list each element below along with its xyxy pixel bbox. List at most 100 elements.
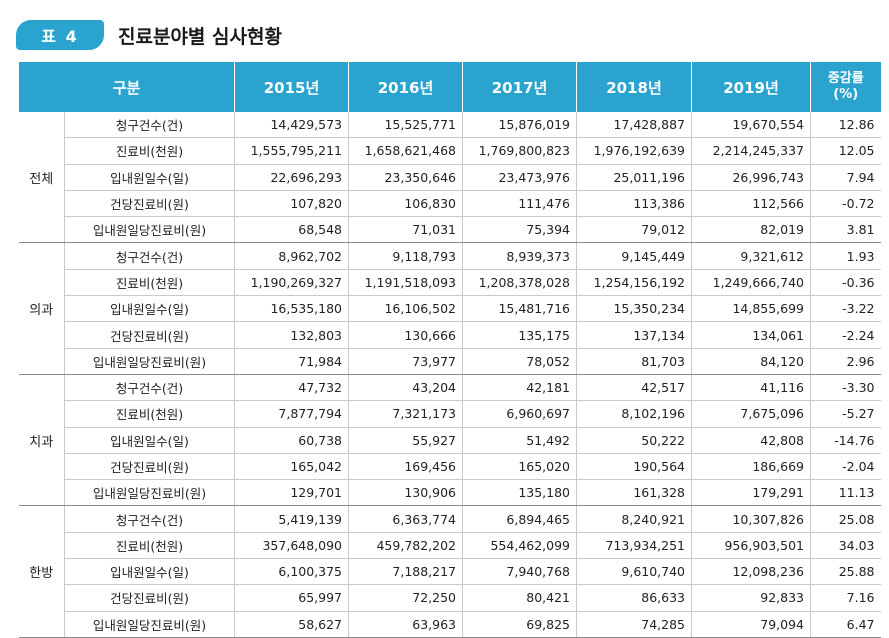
year-value-cell: 8,939,373 bbox=[462, 242, 577, 270]
row-label: 진료비(천원) bbox=[63, 137, 235, 165]
year-value-cell: 17,428,887 bbox=[576, 112, 692, 139]
change-rate-cell: -0.36 bbox=[810, 269, 881, 297]
table-row: 입내원일당진료비(원) 71,984 73,977 78,052 81,703 84,12… bbox=[19, 348, 881, 375]
row-label: 청구건수(건) bbox=[63, 112, 235, 139]
year-value-cell: 2,214,245,337 bbox=[691, 137, 811, 165]
table-title-text: 진료분야별 심사현황 bbox=[118, 25, 282, 48]
year-value-cell: 9,610,740 bbox=[576, 558, 692, 586]
row-label: 입내원일수(일) bbox=[63, 295, 235, 323]
year-value-cell: 7,321,173 bbox=[348, 400, 463, 428]
year-value-cell: 58,627 bbox=[234, 611, 349, 638]
row-label: 진료비(천원) bbox=[63, 269, 235, 297]
year-value-cell: 137,134 bbox=[576, 321, 692, 349]
year-value-cell: 179,291 bbox=[691, 479, 811, 507]
year-value-cell: 23,473,976 bbox=[462, 164, 577, 191]
year-value-cell: 71,984 bbox=[234, 348, 349, 375]
year-value-cell: 42,517 bbox=[576, 374, 692, 402]
year-value-cell: 10,307,826 bbox=[691, 505, 811, 533]
year-value-cell: 165,020 bbox=[462, 453, 577, 481]
review-status-table: 구분 2015년 2016년 2017년 2018년 2019년 증감률 (%) … bbox=[17, 62, 881, 638]
header-change-rate-label: 증감률 bbox=[827, 71, 864, 86]
year-value-cell: 84,120 bbox=[691, 348, 811, 375]
year-value-cell: 47,732 bbox=[234, 374, 349, 402]
row-label: 건당진료비(원) bbox=[63, 190, 235, 218]
change-rate-cell: 34.03 bbox=[810, 532, 881, 560]
year-value-cell: 6,363,774 bbox=[348, 505, 463, 533]
row-label: 입내원일당진료비(원) bbox=[63, 348, 235, 375]
year-value-cell: 1,249,666,740 bbox=[691, 269, 811, 297]
year-value-cell: 135,175 bbox=[462, 321, 577, 349]
year-value-cell: 107,820 bbox=[234, 190, 349, 218]
table-row: 입내원일수(일) 16,535,180 16,106,502 15,481,716 15… bbox=[19, 295, 881, 323]
row-label: 입내원일수(일) bbox=[63, 558, 235, 586]
year-value-cell: 42,808 bbox=[691, 427, 811, 454]
table-row: 치과 청구건수(건) 47,732 43,204 42,181 42,517 41,116-… bbox=[18, 374, 881, 507]
year-value-cell: 80,421 bbox=[462, 584, 577, 612]
year-value-cell: 15,350,234 bbox=[576, 295, 692, 323]
row-label: 진료비(천원) bbox=[63, 400, 235, 428]
header-change-rate: 증감률 (%) bbox=[810, 62, 881, 112]
change-rate-cell: -14.76 bbox=[810, 427, 881, 454]
year-value-cell: 15,876,019 bbox=[462, 112, 577, 139]
year-value-cell: 186,669 bbox=[691, 453, 811, 481]
year-value-cell: 1,555,795,211 bbox=[234, 137, 349, 165]
group-name: 전체 bbox=[18, 112, 65, 244]
year-value-cell: 132,803 bbox=[234, 321, 349, 349]
year-value-cell: 73,977 bbox=[348, 348, 463, 375]
row-label: 진료비(천원) bbox=[63, 532, 235, 560]
change-rate-cell: 6.47 bbox=[810, 611, 881, 638]
table-row: 한방 청구건수(건) 5,419,139 6,363,774 6,894,465 8,24… bbox=[18, 505, 881, 638]
header-row: 구분 2015년 2016년 2017년 2018년 2019년 증감률 (%) bbox=[17, 62, 881, 112]
year-value-cell: 50,222 bbox=[576, 427, 692, 454]
year-value-cell: 26,996,743 bbox=[691, 164, 811, 191]
year-value-cell: 9,145,449 bbox=[576, 242, 692, 270]
change-rate-cell: 25.88 bbox=[810, 558, 881, 586]
year-value-cell: 113,386 bbox=[576, 190, 692, 218]
row-label: 청구건수(건) bbox=[63, 374, 235, 402]
table-row: 진료비(천원) 1,190,269,327 1,191,518,093 1,208,3… bbox=[19, 269, 881, 297]
year-value-cell: 130,666 bbox=[348, 321, 463, 349]
year-value-cell: 1,191,518,093 bbox=[348, 269, 463, 297]
change-rate-cell: 1.93 bbox=[810, 242, 881, 270]
year-value-cell: 68,548 bbox=[234, 216, 349, 244]
row-label: 입내원일수(일) bbox=[63, 164, 235, 191]
year-value-cell: 165,042 bbox=[234, 453, 349, 481]
year-value-cell: 8,102,196 bbox=[576, 400, 692, 428]
change-rate-cell: -3.22 bbox=[810, 295, 881, 323]
change-rate-cell: -3.30 bbox=[810, 374, 881, 402]
table-row: 입내원일수(일) 6,100,375 7,188,217 7,940,768 9,610… bbox=[19, 558, 881, 586]
year-value-cell: 15,481,716 bbox=[462, 295, 577, 323]
row-label: 입내원일당진료비(원) bbox=[63, 611, 235, 638]
header-year: 2019년 bbox=[691, 62, 811, 112]
year-value-cell: 7,940,768 bbox=[462, 558, 577, 586]
year-value-cell: 7,877,794 bbox=[234, 400, 349, 428]
year-value-cell: 43,204 bbox=[348, 374, 463, 402]
year-value-cell: 554,462,099 bbox=[462, 532, 577, 560]
change-rate-cell: 7.94 bbox=[810, 164, 881, 191]
year-value-cell: 63,963 bbox=[348, 611, 463, 638]
year-value-cell: 6,100,375 bbox=[234, 558, 349, 586]
year-value-cell: 60,738 bbox=[234, 427, 349, 454]
change-rate-cell: 12.05 bbox=[810, 137, 881, 165]
year-value-cell: 130,906 bbox=[348, 479, 463, 507]
group-name: 치과 bbox=[18, 374, 65, 507]
year-value-cell: 112,566 bbox=[691, 190, 811, 218]
year-value-cell: 129,701 bbox=[234, 479, 349, 507]
table-row: 진료비(천원) 1,555,795,211 1,658,621,468 1,769,8… bbox=[19, 137, 881, 165]
year-value-cell: 1,658,621,468 bbox=[348, 137, 463, 165]
table-number-badge: 표 4 bbox=[16, 20, 104, 50]
year-value-cell: 14,429,573 bbox=[234, 112, 349, 139]
year-value-cell: 78,052 bbox=[462, 348, 577, 375]
year-value-cell: 71,031 bbox=[348, 216, 463, 244]
header-year: 2015년 bbox=[234, 62, 349, 112]
year-value-cell: 134,061 bbox=[691, 321, 811, 349]
header-category: 구분 bbox=[17, 62, 235, 112]
table-row: 입내원일수(일) 22,696,293 23,350,646 23,473,976 25… bbox=[19, 164, 881, 191]
year-value-cell: 41,116 bbox=[691, 374, 811, 402]
year-value-cell: 82,019 bbox=[691, 216, 811, 244]
year-value-cell: 9,118,793 bbox=[348, 242, 463, 270]
year-value-cell: 190,564 bbox=[576, 453, 692, 481]
year-value-cell: 111,476 bbox=[462, 190, 577, 218]
row-label: 건당진료비(원) bbox=[63, 584, 235, 612]
year-value-cell: 1,208,378,028 bbox=[462, 269, 577, 297]
